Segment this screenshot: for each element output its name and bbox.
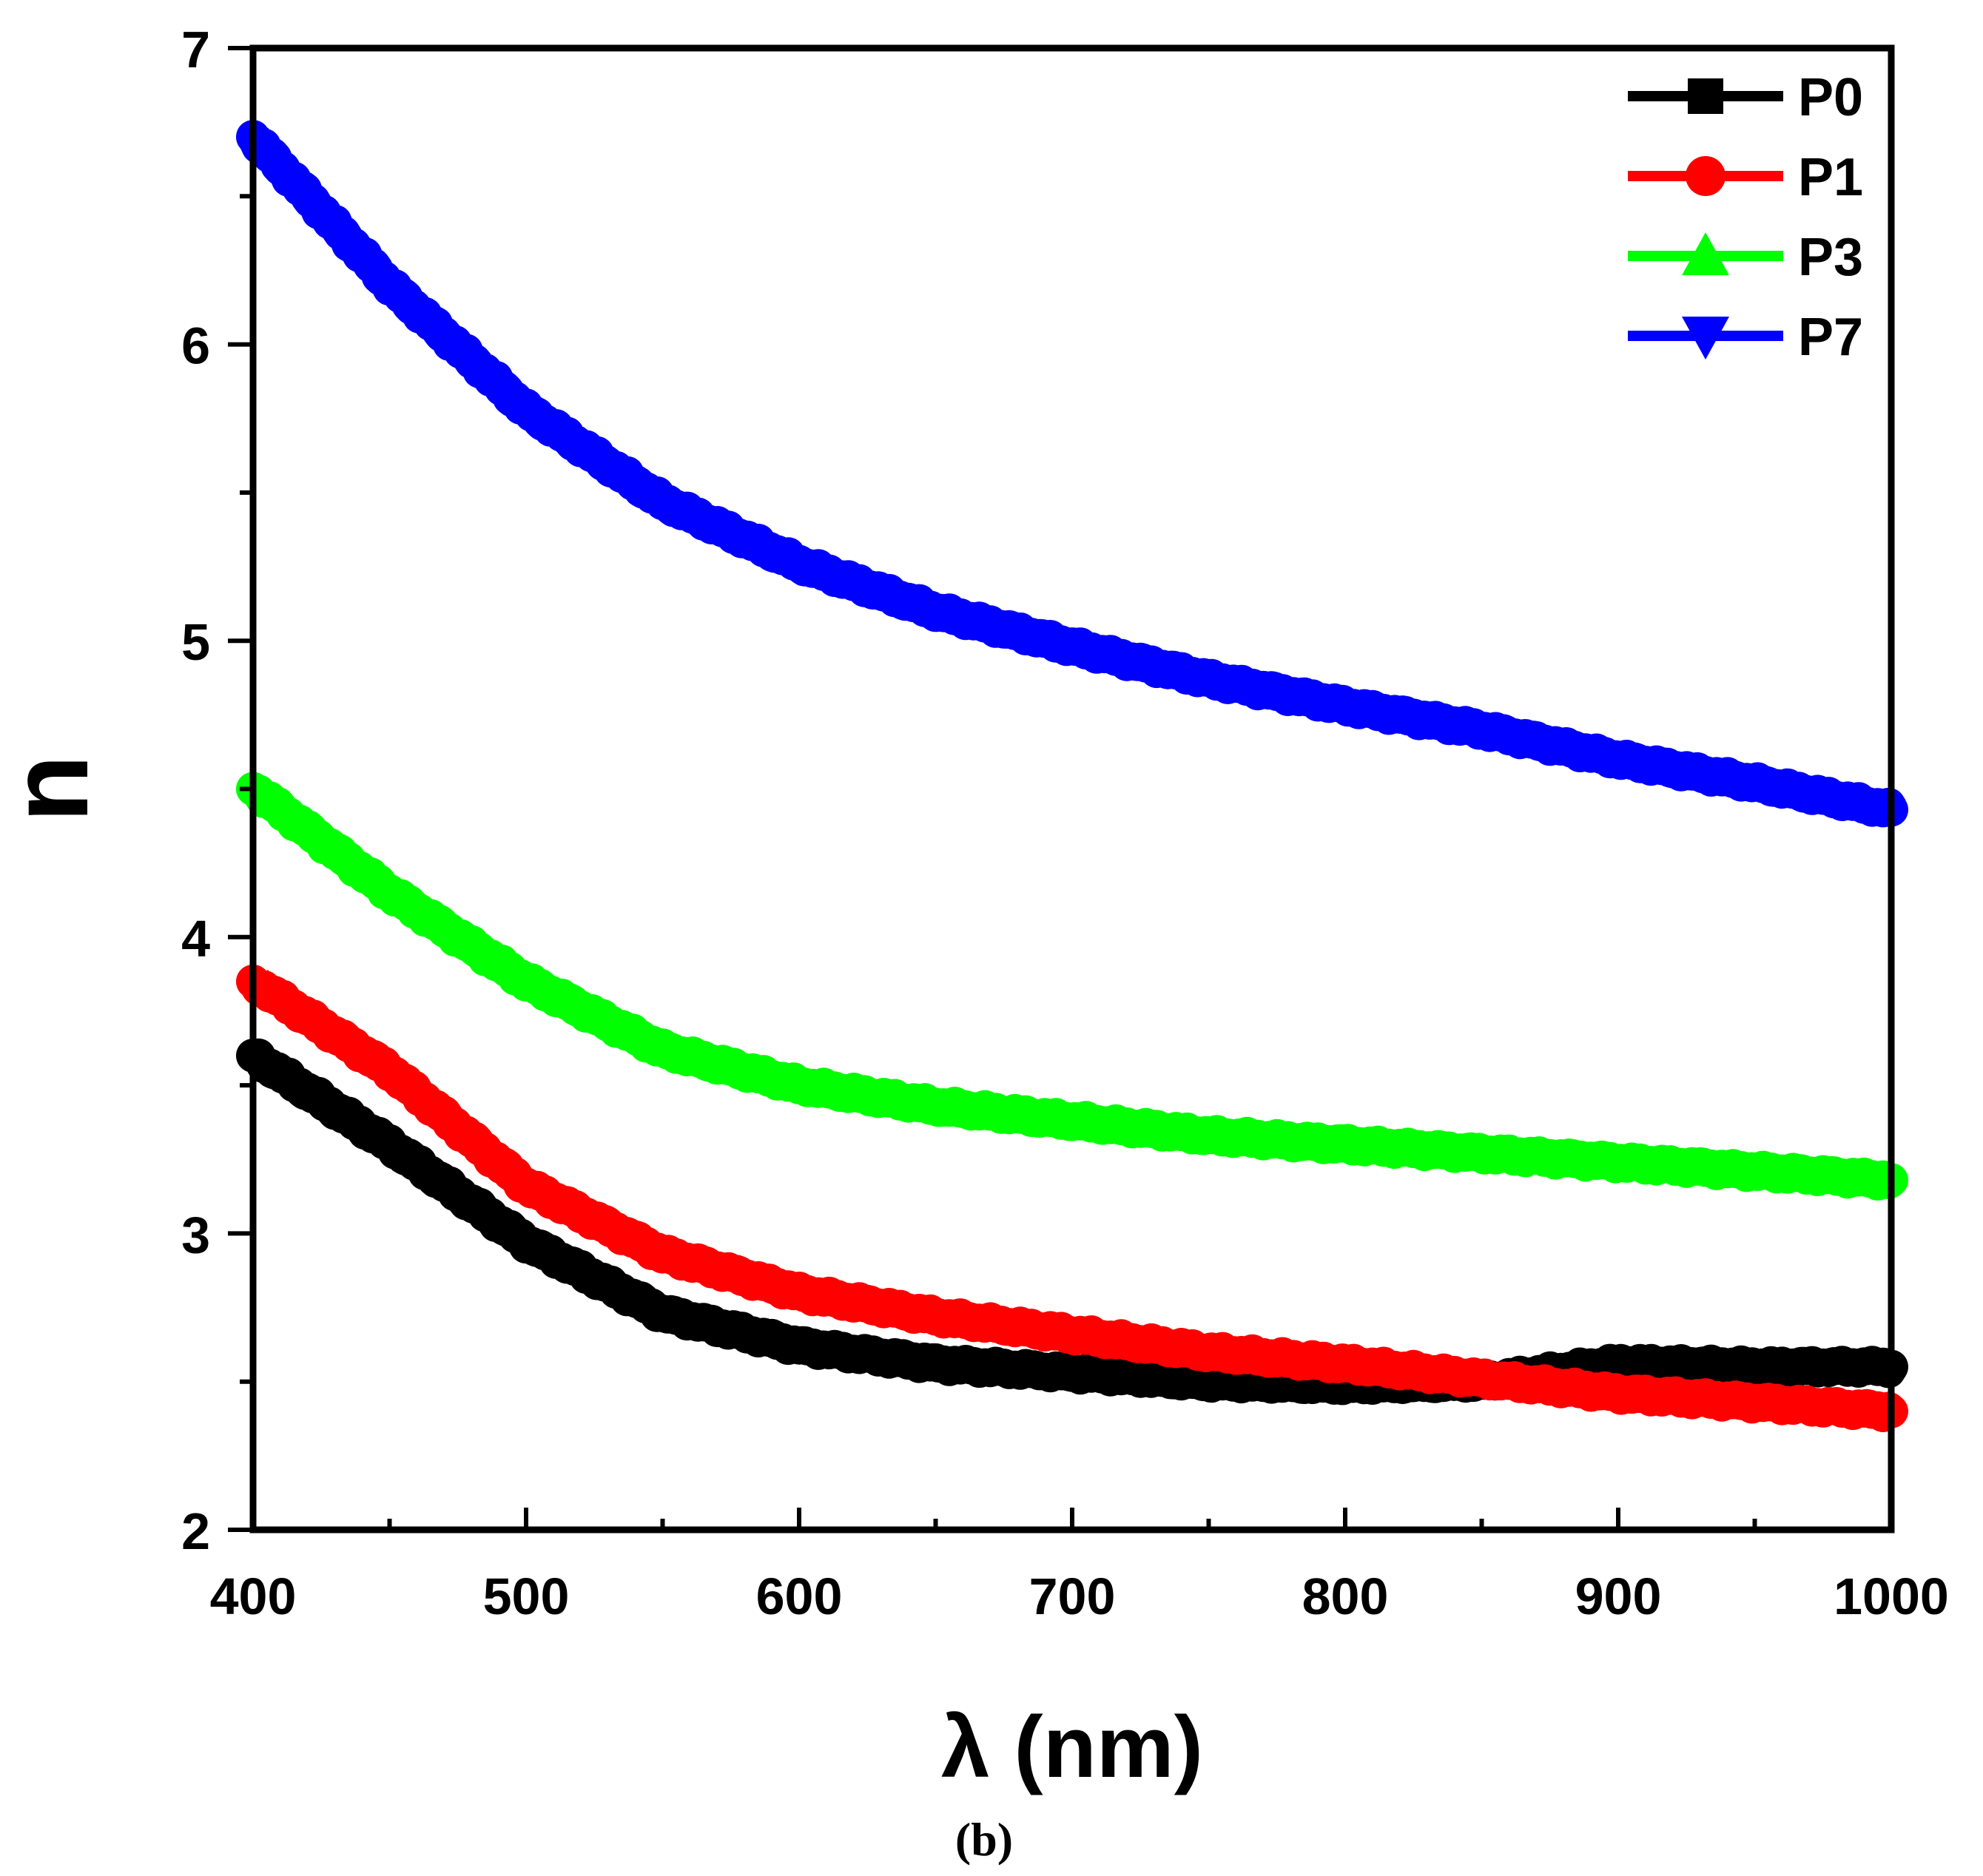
data-point-P3 bbox=[372, 875, 407, 910]
series-P7 bbox=[236, 120, 1908, 828]
x-tick-label: 400 bbox=[210, 1568, 297, 1625]
data-point-P3 bbox=[509, 964, 543, 999]
data-point-P7 bbox=[645, 484, 680, 519]
data-point-P7 bbox=[509, 392, 543, 427]
legend-marker bbox=[1682, 232, 1729, 275]
y-tick-label: 3 bbox=[181, 1206, 210, 1263]
data-point-P3 bbox=[1464, 1136, 1499, 1171]
data-point-P3 bbox=[918, 1089, 953, 1124]
data-point-P7 bbox=[1464, 712, 1499, 747]
plot-frame bbox=[249, 44, 1895, 1533]
data-point-P1 bbox=[918, 1299, 953, 1334]
data-point-P0 bbox=[782, 1329, 816, 1363]
data-point-P1 bbox=[645, 1237, 680, 1272]
data-point-P1 bbox=[782, 1275, 816, 1310]
data-point-P0 bbox=[645, 1296, 680, 1331]
data-point-P0 bbox=[1737, 1349, 1772, 1384]
data-point-P7 bbox=[372, 268, 407, 303]
data-point-P0 bbox=[372, 1127, 407, 1162]
legend-label: P7 bbox=[1798, 308, 1863, 367]
x-tick-label: 600 bbox=[756, 1568, 843, 1625]
y-tick-label: 6 bbox=[181, 317, 210, 375]
legend-label: P0 bbox=[1798, 68, 1863, 127]
data-point-P3 bbox=[782, 1068, 816, 1103]
series-line-P7 bbox=[238, 124, 1906, 828]
legend-marker bbox=[1686, 156, 1726, 196]
series-P3 bbox=[236, 772, 1908, 1201]
legend-item-P3: P3 bbox=[1628, 228, 1863, 287]
y-tick-label: 4 bbox=[181, 910, 210, 968]
ticks-layer: 400 500 600 700 800 900 1000 2 3 4 5 6 7 bbox=[181, 21, 1949, 1625]
data-point-P1 bbox=[1601, 1376, 1635, 1411]
x-tick-label: 500 bbox=[483, 1568, 570, 1625]
data-point-P1 bbox=[1055, 1317, 1089, 1352]
data-point-P7 bbox=[1191, 662, 1226, 697]
x-tick-label: 900 bbox=[1575, 1568, 1662, 1625]
legend-item-P0: P0 bbox=[1628, 68, 1863, 127]
data-point-P1 bbox=[1328, 1346, 1362, 1381]
data-point-P3 bbox=[645, 1033, 680, 1067]
y-tick-label: 5 bbox=[181, 613, 210, 671]
data-point-P3 bbox=[1055, 1104, 1089, 1138]
legend: P0 P1 P3 P7 bbox=[1628, 68, 1863, 367]
legend-item-P7: P7 bbox=[1628, 308, 1863, 367]
figure-caption: (b) bbox=[955, 1813, 1013, 1866]
y-tick-label: 2 bbox=[181, 1502, 210, 1560]
legend-marker bbox=[1682, 317, 1729, 360]
data-point-P7 bbox=[1055, 630, 1089, 664]
legend-label: P3 bbox=[1798, 228, 1863, 287]
data-point-P1 bbox=[372, 1053, 407, 1088]
data-point-P3 bbox=[1328, 1127, 1362, 1162]
legend-marker bbox=[1688, 78, 1723, 114]
data-point-P0 bbox=[1055, 1355, 1089, 1390]
x-axis-title: λ (nm) bbox=[941, 1698, 1203, 1796]
series-P1 bbox=[236, 964, 1908, 1432]
series-layer bbox=[236, 120, 1908, 1432]
data-point-P3 bbox=[1191, 1118, 1226, 1153]
data-point-P3 bbox=[1601, 1145, 1635, 1180]
legend-label: P1 bbox=[1798, 148, 1863, 207]
data-point-P7 bbox=[782, 547, 816, 581]
data-point-P1 bbox=[1737, 1385, 1772, 1420]
data-point-P7 bbox=[918, 594, 953, 629]
x-tick-label: 800 bbox=[1302, 1568, 1389, 1625]
legend-item-P1: P1 bbox=[1628, 148, 1863, 207]
data-point-P3 bbox=[1737, 1154, 1772, 1189]
x-tick-label: 1000 bbox=[1834, 1568, 1949, 1625]
data-point-P7 bbox=[1328, 689, 1362, 723]
y-tick-label: 7 bbox=[181, 21, 210, 78]
data-point-P1 bbox=[1464, 1361, 1499, 1396]
data-point-P1 bbox=[509, 1169, 543, 1204]
data-point-P0 bbox=[918, 1346, 953, 1381]
data-point-P7 bbox=[1601, 742, 1635, 777]
data-point-P1 bbox=[1191, 1335, 1226, 1369]
x-tick-label: 700 bbox=[1029, 1568, 1116, 1625]
data-point-P7 bbox=[1737, 766, 1772, 800]
data-point-P0 bbox=[509, 1225, 543, 1260]
data-point-P0 bbox=[1191, 1364, 1226, 1399]
y-axis-title: n bbox=[0, 755, 111, 823]
